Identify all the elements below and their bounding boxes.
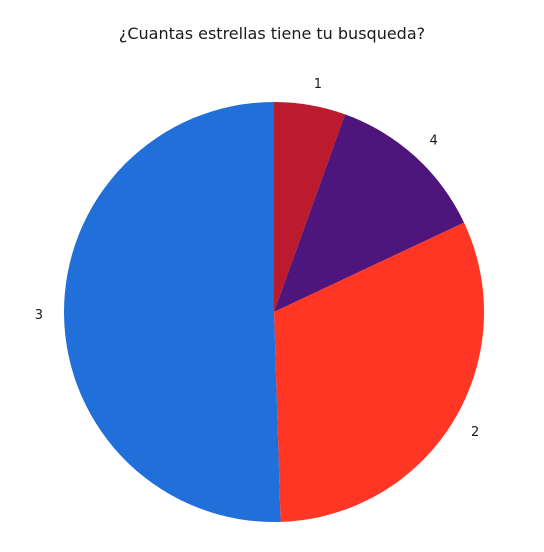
- pie-slice-4: [274, 114, 465, 312]
- slice-label-4: 4: [429, 134, 437, 149]
- pie-slice-2: [274, 222, 484, 522]
- chart-title: ¿Cuantas estrellas tiene tu busqueda?: [118, 24, 426, 43]
- pie-slice-1: [274, 102, 346, 312]
- slice-label-3: 3: [35, 308, 43, 323]
- pie-slice-3: [64, 102, 281, 522]
- slice-label-1: 1: [314, 77, 322, 92]
- slice-label-2: 2: [471, 425, 479, 440]
